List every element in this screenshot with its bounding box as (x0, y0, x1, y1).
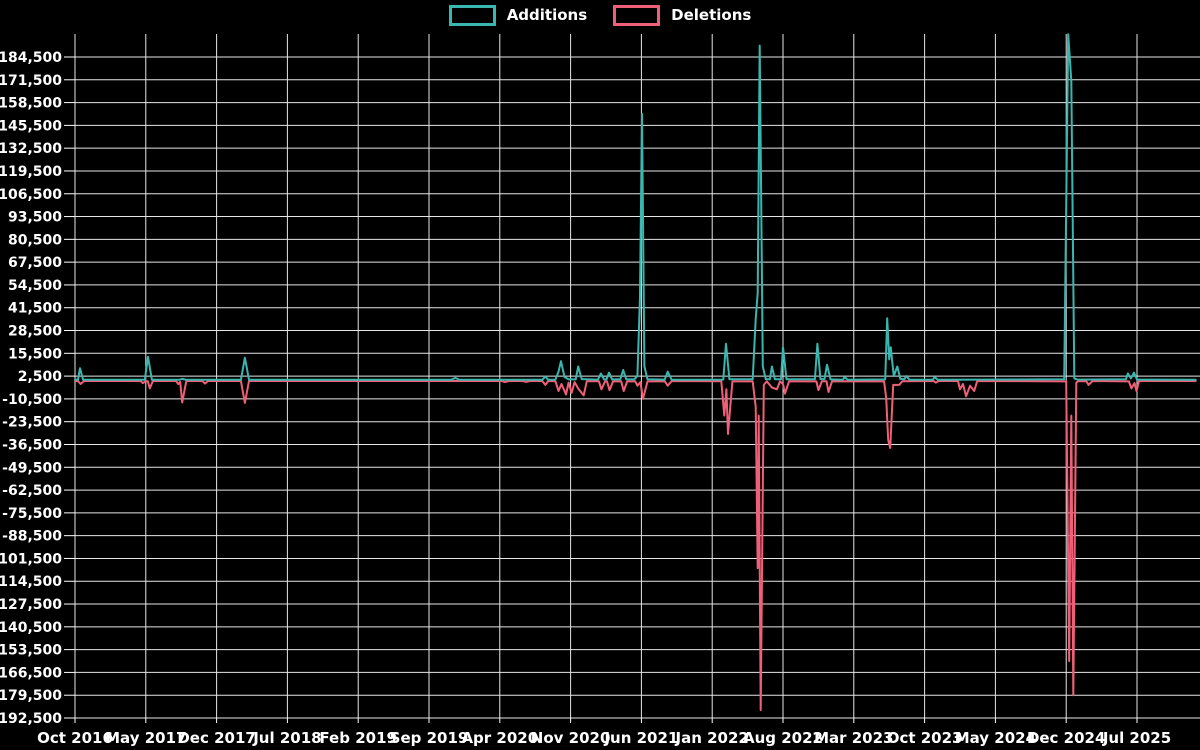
axis-ticks (64, 56, 1138, 723)
legend-item-additions[interactable]: Additions (448, 5, 588, 26)
y-tick-label: 2,500 (18, 369, 63, 385)
x-tick-label: Jul 2018 (252, 729, 321, 747)
y-tick-label: -101,500 (0, 551, 62, 567)
y-tick-label: -127,500 (0, 597, 62, 613)
y-tick-label: -153,500 (0, 643, 62, 659)
x-tick-label: Feb 2019 (319, 729, 397, 747)
y-tick-label: 67,500 (8, 255, 62, 271)
legend-item-deletions[interactable]: Deletions (613, 5, 751, 26)
y-axis-labels: 184,500 171,500 158,500 145,500 132,500 119,5… (0, 50, 62, 727)
legend-label-additions: Additions (506, 6, 588, 24)
y-tick-label: -114,500 (0, 574, 62, 590)
deletions-line (74, 380, 1197, 712)
x-tick-label: Mar 2023 (814, 729, 893, 747)
y-tick-label: 119,500 (0, 164, 62, 180)
x-tick-label: Dec 2017 (177, 729, 256, 747)
x-tick-label: Oct 2023 (887, 729, 963, 747)
y-tick-label: 28,500 (8, 324, 62, 340)
y-tick-label: -75,500 (2, 506, 62, 522)
y-tick-label: 158,500 (0, 96, 62, 112)
x-tick-label: Oct 2016 (37, 729, 113, 747)
y-tick-label: -166,500 (0, 665, 62, 681)
y-tick-label: 132,500 (0, 141, 62, 157)
y-tick-label: -23,500 (2, 415, 62, 431)
x-tick-label: Jun 2021 (603, 729, 678, 747)
x-tick-label: Apr 2020 (461, 729, 538, 747)
y-tick-label: 93,500 (8, 210, 62, 226)
y-tick-label: 41,500 (8, 301, 62, 317)
y-tick-label: -10,500 (2, 392, 62, 408)
legend-label-deletions: Deletions (671, 6, 752, 24)
x-tick-label: Sep 2019 (390, 729, 469, 747)
deletions-swatch-icon (613, 5, 661, 26)
y-tick-label: -179,500 (0, 688, 62, 704)
x-tick-label: May 2024 (955, 729, 1036, 747)
y-tick-label: 171,500 (0, 73, 62, 89)
chart-legend: Additions Deletions (0, 5, 1200, 26)
y-tick-label: 184,500 (0, 50, 62, 66)
x-tick-label: May 2017 (105, 729, 186, 747)
y-tick-label: 54,500 (8, 278, 62, 294)
y-tick-label: 80,500 (8, 232, 62, 248)
x-tick-label: Dec 2024 (1027, 729, 1106, 747)
y-tick-label: -140,500 (0, 620, 62, 636)
x-tick-label: Nov 2020 (531, 729, 611, 747)
y-tick-label: -49,500 (2, 460, 62, 476)
y-tick-label: -36,500 (2, 437, 62, 453)
additions-swatch-icon (448, 5, 496, 26)
y-tick-label: 15,500 (8, 346, 62, 362)
additions-line (74, 33, 1197, 381)
y-tick-label: -62,500 (2, 483, 62, 499)
x-tick-label: Jan 2022 (675, 729, 749, 747)
y-tick-label: -192,500 (0, 711, 62, 727)
y-tick-label: 106,500 (0, 187, 62, 203)
x-tick-label: Jul 2025 (1102, 729, 1171, 747)
x-tick-label: Aug 2022 (743, 729, 823, 747)
y-tick-label: 145,500 (0, 118, 62, 134)
y-tick-label: -88,500 (2, 529, 62, 545)
